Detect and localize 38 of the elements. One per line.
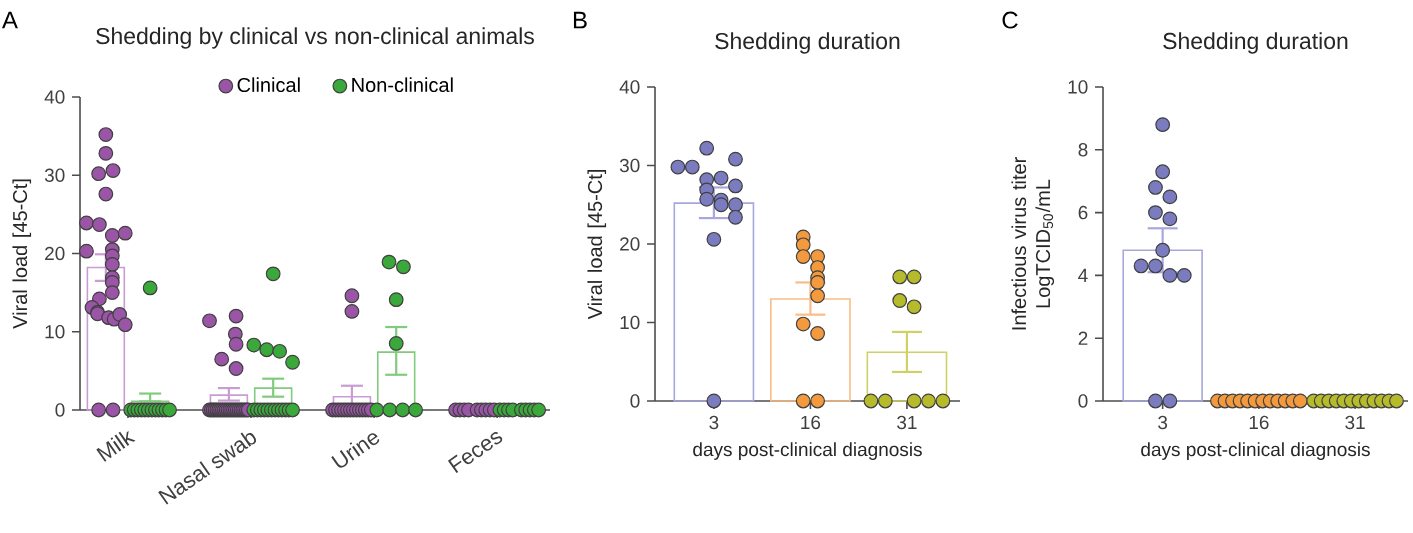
- x-tick-label: Milk: [96, 431, 136, 462]
- y-tick-label: 20: [45, 246, 65, 261]
- y-axis-title: Viral load [45-Ct]: [12, 179, 32, 329]
- x-tick-label: 31: [1345, 415, 1365, 430]
- y-tick-label: 6: [1078, 205, 1088, 220]
- bar: [673, 202, 755, 402]
- legend-label: Non-clinical: [352, 77, 453, 93]
- y-tick-label: 30: [44, 168, 65, 182]
- y-tick-label: 2: [1078, 331, 1088, 345]
- x-tick-label: Urine: [331, 433, 380, 468]
- x-axis-title: days post-clinical diagnosis: [1141, 442, 1370, 460]
- bar: [866, 351, 948, 402]
- chart-title: Shedding duration: [1163, 32, 1348, 54]
- y-tick-label: 20: [620, 237, 640, 251]
- y-tick-label: 10: [620, 315, 640, 330]
- x-tick-label: 16: [1249, 415, 1269, 430]
- text: C: [1002, 11, 1018, 29]
- y-tick-label: 0: [55, 403, 65, 417]
- y-tick-label: 4: [1078, 268, 1088, 282]
- text: A: [2, 11, 18, 29]
- legend-label: Clinical: [237, 77, 300, 93]
- y-axis-title: Viral load [45-Ct]: [587, 170, 607, 320]
- y-tick-label: 10: [1068, 80, 1088, 94]
- x-axis-title: days post-clinical diagnosis: [693, 442, 922, 460]
- x-tick-label: 31: [897, 415, 917, 430]
- y-tick-label: 0: [1078, 394, 1088, 408]
- x-tick-label: 3: [709, 415, 719, 430]
- chart-title: Shedding duration: [715, 32, 900, 54]
- y-tick-label: 40: [619, 80, 640, 94]
- text: B: [573, 11, 587, 29]
- y-tick-label: 10: [45, 325, 65, 339]
- y-tick-label: 8: [1078, 143, 1088, 157]
- chart-title: Shedding by clinical vs non-clinical animals: [96, 27, 534, 49]
- x-tick-label: 3: [1158, 415, 1168, 430]
- y-tick-label: 40: [44, 90, 65, 104]
- x-tick-label: 16: [801, 415, 821, 430]
- y-tick-label: 0: [630, 394, 640, 408]
- y-tick-label: 30: [619, 158, 640, 173]
